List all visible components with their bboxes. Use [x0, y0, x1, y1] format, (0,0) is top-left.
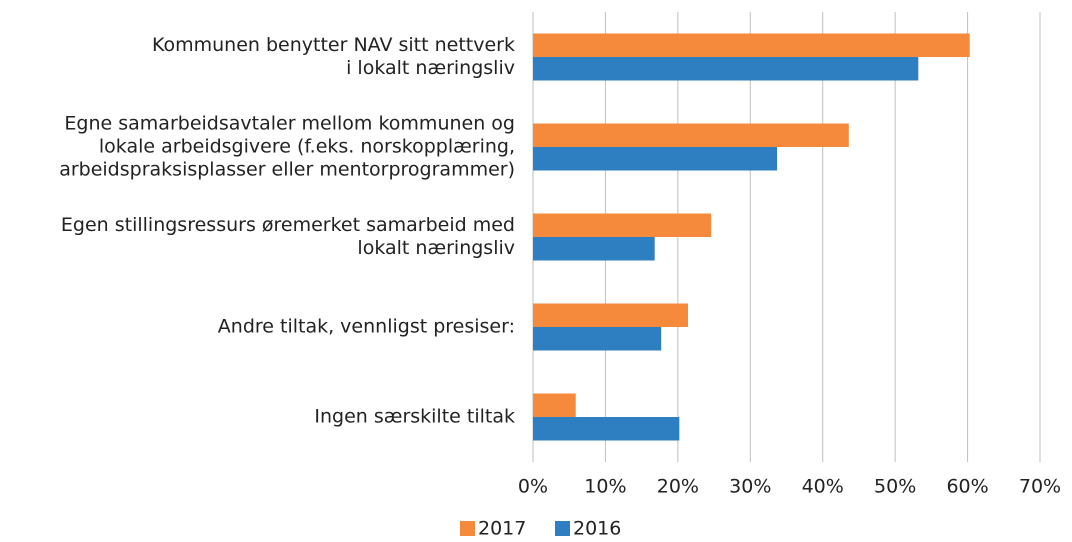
- category-label: Kommunen benytter NAV sitt nettverk: [152, 34, 515, 56]
- category-label: lokale arbeidsgivere (f.eks. norskopplær…: [99, 136, 515, 158]
- x-tick-label: 40%: [802, 476, 844, 498]
- bar: [533, 57, 919, 81]
- bar: [533, 417, 680, 441]
- x-tick-label: 70%: [1019, 476, 1061, 498]
- legend-swatch: [555, 521, 570, 536]
- category-label: arbeidspraksisplasser eller mentorprogra…: [59, 159, 515, 181]
- legend-swatch: [460, 521, 475, 536]
- bar: [533, 147, 778, 171]
- category-label: Egen stillingsressurs øremerket samarbei…: [61, 214, 515, 236]
- category-label: Andre tiltak, vennligst presiser:: [218, 316, 515, 338]
- category-label: Egne samarbeidsavtaler mellom kommunen o…: [64, 113, 515, 135]
- bar: [533, 213, 712, 237]
- x-tick-label: 20%: [657, 476, 699, 498]
- x-tick-label: 10%: [584, 476, 626, 498]
- bar: [533, 393, 576, 417]
- x-tick-label: 0%: [518, 476, 548, 498]
- bar: [533, 327, 662, 351]
- x-tick-label: 30%: [729, 476, 771, 498]
- bar: [533, 33, 970, 57]
- bar: [533, 303, 688, 327]
- x-tick-label: 50%: [874, 476, 916, 498]
- category-label: i lokalt næringsliv: [346, 57, 515, 79]
- category-label: Ingen særskilte tiltak: [314, 406, 515, 428]
- legend-label: 2016: [573, 518, 621, 540]
- bar: [533, 123, 849, 147]
- x-tick-label: 60%: [946, 476, 988, 498]
- legend-label: 2017: [478, 518, 526, 540]
- category-label: lokalt næringsliv: [357, 237, 515, 259]
- bar: [533, 237, 655, 261]
